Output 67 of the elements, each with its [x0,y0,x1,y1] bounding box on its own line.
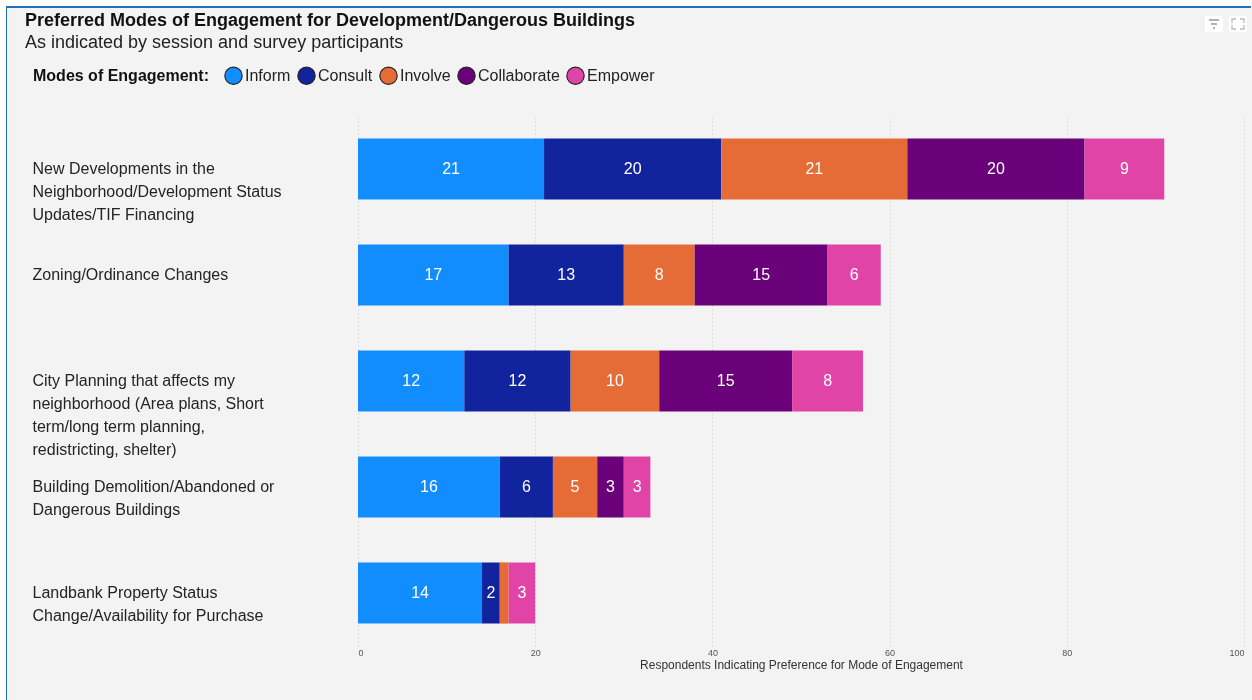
data-label: 3 [632,478,642,495]
y-tick-label: Building Demolition/Abandoned or Dangerous Buildings [32,478,276,518]
x-tick-label: 0 [358,647,364,658]
data-label: 14 [411,584,430,601]
data-label: 10 [606,372,624,389]
y-tick-label: Landbank Property Status Change/Availability for Purchase [32,584,264,624]
data-label: 12 [402,372,421,389]
bar [358,456,500,518]
bar [508,244,624,306]
data-label: 15 [752,266,771,283]
data-label: 9 [1119,160,1129,177]
data-label: 5 [570,478,580,495]
bar [482,562,500,624]
bar [623,244,695,306]
bar [358,244,509,306]
bar [499,456,553,518]
bar [358,138,545,200]
x-tick-label: 20 [530,647,541,658]
data-label: 6 [849,266,859,283]
bar [544,138,722,200]
legend-label: Empower [587,66,656,84]
data-label: 16 [419,478,438,495]
y-tick-label: Zoning/Ordinance Changes [32,266,229,283]
x-axis-title: Respondents Indicating Preference for Mode of Engagement [640,657,964,672]
legend-label: Collaborate [478,66,560,84]
bar [508,562,536,624]
data-label: 17 [424,266,443,283]
legend-label: Consult [318,66,373,84]
data-label: 8 [654,266,664,283]
legend-label: Involve [400,66,451,84]
text: As indicated by session and survey participants [25,32,404,52]
data-label: 20 [987,160,1005,177]
bar [597,456,624,518]
bar [827,244,881,306]
legend-title: Modes of Engagement: [33,67,210,84]
bar [570,350,660,412]
bar [659,350,793,412]
bar [499,562,509,624]
data-label: 8 [823,372,833,389]
y-tick-label: New Developments in the Neighborhood/Development Status Updates/TIF Financing [32,160,282,223]
x-tick-label: 60 [885,647,896,658]
chart-title: Preferred Modes of Engagement for Development/Dangerous Buildings [25,10,636,30]
bar [623,456,651,518]
y-tick-label: City Planning that affects my neighborhood (Area plans, Short term/long term planning, redistricting, shelter) [32,372,265,458]
bar [792,350,864,412]
data-label: 3 [517,584,527,601]
x-tick-label: 40 [707,647,718,658]
bar [694,244,828,306]
data-label: 3 [606,478,616,495]
x-tick-label: 80 [1062,647,1073,658]
data-label: 2 [486,584,496,601]
bar [358,562,483,624]
bar [552,456,598,518]
data-label: 20 [623,160,642,177]
data-label: 6 [521,478,531,495]
bar [1084,138,1165,200]
data-label: 21 [805,160,824,177]
bar [464,350,571,412]
data-label: 15 [716,372,735,389]
data-label: 12 [508,372,527,389]
data-label: 21 [442,160,461,177]
bar [721,138,908,200]
x-tick-label: 100 [1229,647,1245,658]
bar [358,350,465,412]
bar [907,138,1085,200]
legend-label: Inform [245,66,291,84]
data-label: 13 [557,266,576,283]
